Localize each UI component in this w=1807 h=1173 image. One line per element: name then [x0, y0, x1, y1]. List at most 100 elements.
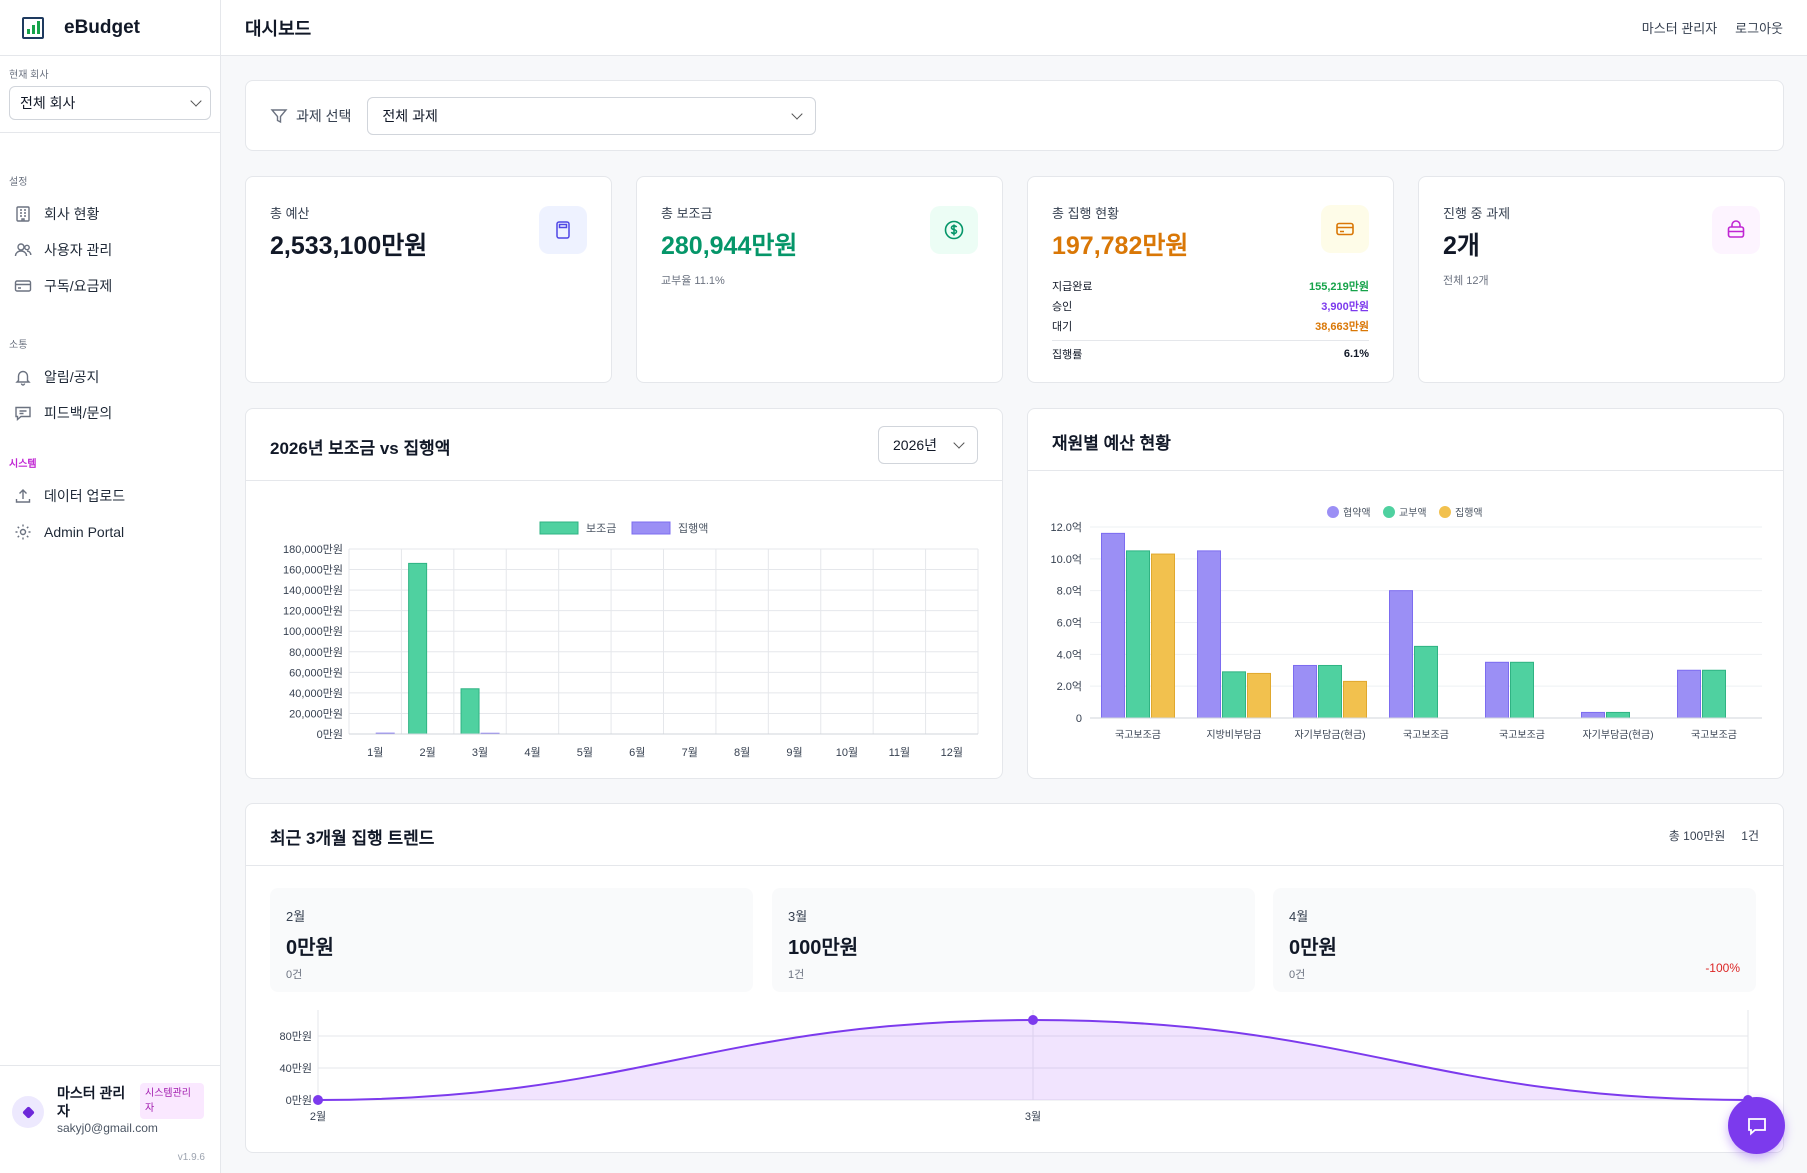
bar — [1197, 550, 1221, 719]
bar — [1101, 532, 1125, 719]
y-tick-label: 40,000만원 — [289, 687, 343, 700]
chevron-down-icon — [953, 437, 965, 449]
monthly-chart-card: 2026년 보조금 vs 집행액 2026년 보조금 집행액 0만원 20,000만원… — [245, 408, 1003, 779]
sidebar-item-label: Admin Portal — [44, 524, 125, 540]
row-label: 승인 — [1052, 301, 1073, 313]
x-tick-label: 2월 — [310, 1110, 326, 1123]
logo[interactable]: eBudget — [0, 0, 220, 56]
x-tick-label: 2월 — [420, 746, 436, 759]
x-tick-label: 국고보조금 — [1115, 729, 1161, 741]
page-title: 대시보드 — [245, 18, 312, 39]
execution-breakdown: 지급완료 155,219만원 승인 3,900만원 대기 38,663만원 집행률 6.… — [1052, 276, 1369, 366]
user-email: sakyj0@gmail.com — [57, 1121, 158, 1135]
credit-card-icon — [14, 280, 32, 292]
stat-label: 진행 중 과제 — [1443, 206, 1511, 221]
y-tick-label: 12.0억 — [1050, 521, 1082, 534]
user-name: 마스터 관리자 — [57, 1085, 126, 1119]
users-icon — [14, 243, 32, 257]
nav-title-system: 시스템 — [9, 459, 37, 470]
logo-icon — [22, 16, 44, 39]
bar — [1677, 669, 1701, 719]
project-select-value: 전체 과제 — [382, 107, 438, 124]
bar — [1126, 550, 1150, 719]
sidebar-item-label: 피드백/문의 — [44, 405, 113, 421]
chart-title: 2026년 보조금 vs 집행액 — [270, 439, 451, 458]
chat-fab-button[interactable] — [1728, 1097, 1785, 1154]
month-value: 0만원 — [286, 937, 334, 959]
bar — [1606, 711, 1630, 719]
bar — [1702, 669, 1726, 719]
month-value: 100만원 — [788, 937, 859, 959]
x-tick-label: 12월 — [941, 746, 963, 759]
month-change: -100% — [1705, 961, 1740, 975]
month-count: 0건 — [286, 969, 303, 981]
y-tick-label: 2.0억 — [1057, 680, 1082, 693]
user-menu-link[interactable]: 마스터 관리자 — [1641, 21, 1718, 36]
sidebar-item-admin-portal[interactable]: Admin Portal — [9, 514, 211, 550]
legend-swatch — [1439, 506, 1451, 518]
year-select[interactable]: 2026년 — [878, 426, 978, 464]
stat-value: 197,782만원 — [1052, 232, 1189, 260]
y-tick-label: 100,000만원 — [283, 625, 343, 638]
chat-icon — [1747, 1117, 1766, 1135]
logout-link[interactable]: 로그아웃 — [1735, 21, 1783, 36]
area-fill — [318, 1020, 1748, 1100]
bar — [1414, 645, 1438, 719]
sidebar-item-upload[interactable]: 데이터 업로드 — [9, 478, 211, 514]
trend-summary: 총 100만원 1건 — [1669, 827, 1759, 844]
x-tick-label: 11월 — [889, 746, 911, 759]
divider — [246, 480, 1002, 481]
stat-value: 2,533,100만원 — [270, 232, 428, 260]
month-summary-box: 2월 0만원 0건 — [270, 888, 753, 992]
monthly-bar-chart: 보조금 집행액 0만원 20,000만원 40,000만원 60,000만원 80,000만… — [283, 521, 979, 759]
stat-label: 총 집행 현황 — [1052, 206, 1120, 221]
stat-card-execution: 총 집행 현황 197,782만원 지급완료 155,219만원 승인 3,900만… — [1027, 176, 1394, 383]
chevron-down-icon — [190, 95, 202, 107]
y-tick-label: 20,000만원 — [289, 707, 343, 720]
data-point — [1028, 1015, 1038, 1025]
sidebar-item-label: 사용자 관리 — [44, 242, 113, 258]
sidebar-item-label: 구독/요금제 — [44, 278, 113, 294]
y-tick-label: 8.0억 — [1057, 585, 1082, 598]
briefcase-icon — [1712, 206, 1760, 254]
y-tick-label: 0만원 — [286, 1094, 312, 1107]
stat-sub: 교부율 11.1% — [661, 275, 725, 287]
project-select[interactable]: 전체 과제 — [367, 96, 817, 135]
sidebar-item-users[interactable]: 사용자 관리 — [9, 232, 211, 268]
trend-count: 1건 — [1741, 829, 1759, 843]
gear-icon — [15, 524, 31, 540]
filter-label-text: 과제 선택 — [296, 107, 352, 124]
divider — [246, 865, 1783, 866]
y-tick-label: 10.0억 — [1050, 553, 1082, 566]
sidebar-item-feedback[interactable]: 피드백/문의 — [9, 395, 211, 431]
filter-label: 과제 선택 — [270, 106, 351, 126]
y-tick-label: 0 — [1076, 713, 1082, 725]
y-tick-label: 40만원 — [280, 1062, 312, 1075]
x-tick-label: 지방비부담금 — [1206, 729, 1261, 741]
sidebar-item-company[interactable]: 회사 현황 — [9, 196, 211, 232]
stat-card-budget: 총 예산 2,533,100만원 — [245, 176, 612, 383]
user-profile-card[interactable]: 마스터 관리자 시스템관리자 sakyj0@gmail.com v1.9.6 — [0, 1065, 221, 1173]
bar — [1343, 680, 1367, 719]
sidebar-item-subscription[interactable]: 구독/요금제 — [9, 268, 211, 304]
sidebar: eBudget 현재 회사 전체 회사 설정 회사 현황 사용자 관리 구독/요… — [0, 0, 221, 1173]
filter-icon — [270, 108, 288, 123]
x-tick-label: 자기부담금(현금) — [1294, 729, 1365, 741]
top-bar: 대시보드 마스터 관리자 로그아웃 — [221, 0, 1807, 56]
x-tick-label: 국고보조금 — [1403, 729, 1449, 741]
project-filter-bar: 과제 선택 전체 과제 — [245, 80, 1784, 151]
nav-title-communication: 소통 — [9, 340, 28, 351]
top-links: 마스터 관리자 로그아웃 — [1642, 18, 1783, 37]
x-tick-label: 5월 — [577, 746, 593, 759]
y-tick-label: 80,000만원 — [289, 646, 343, 659]
calculator-icon — [539, 206, 587, 254]
trend-total: 총 100만원 — [1668, 829, 1726, 843]
x-tick-label: 3월 — [472, 746, 488, 759]
legend-swatch — [539, 521, 579, 535]
divider — [1028, 470, 1783, 471]
x-tick-label: 3월 — [1025, 1110, 1041, 1123]
sidebar-item-notices[interactable]: 알림/공지 — [9, 359, 211, 395]
row-value: 3,900만원 — [1321, 301, 1369, 313]
month-count: 0건 — [1289, 969, 1306, 981]
company-select[interactable]: 전체 회사 — [9, 86, 211, 120]
